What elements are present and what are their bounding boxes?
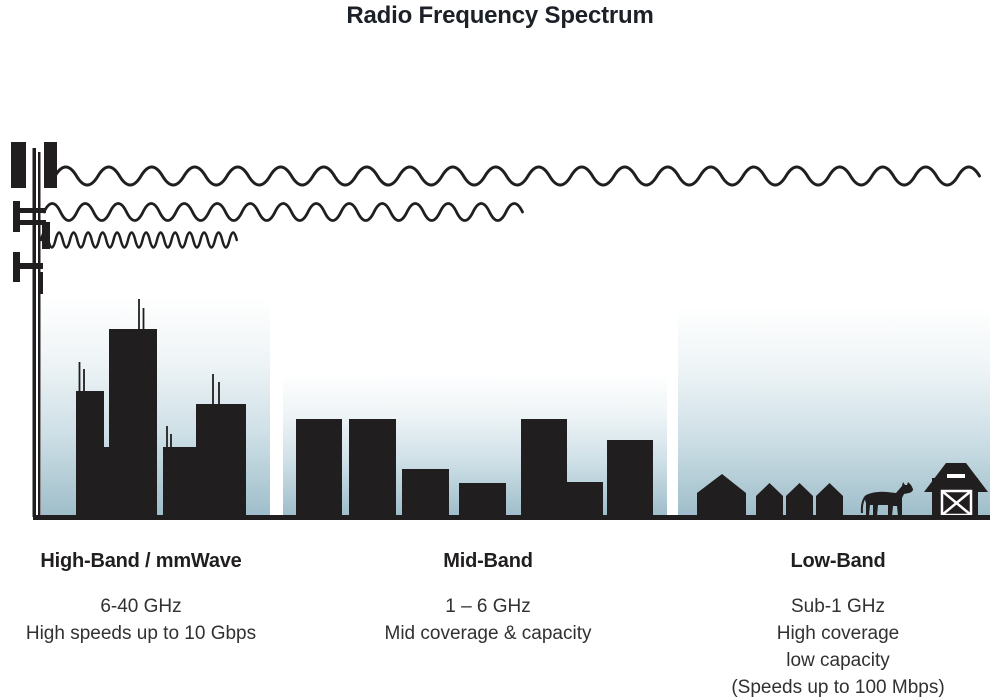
high-band-skyline-icon [76,299,246,517]
high-band-label: High-Band / mmWave 6-40 GHz High speeds … [11,550,271,647]
ground-line [33,515,990,520]
low-band-wave-icon [53,165,981,187]
house-icon [697,474,746,517]
band-description: (Speeds up to 100 Mbps) [731,677,945,698]
mid-band-skyline-icon [296,419,653,517]
house-icon [816,483,843,517]
low-band-rural-scene [697,463,988,517]
band-name: Low-Band [790,550,886,572]
mid-band-wave-icon [42,202,524,222]
band-frequency: 1 – 6 GHz [445,596,531,617]
high-band-wave-icon [39,231,238,249]
rooftop-antennas [78,299,220,447]
house-icon [756,483,783,517]
page-title: Radio Frequency Spectrum [346,2,654,29]
mid-band-label: Mid-Band 1 – 6 GHz Mid coverage & capaci… [358,550,618,647]
band-description: High speeds up to 10 Gbps [25,623,257,644]
house-icon [786,483,813,517]
band-frequency: 6-40 GHz [100,596,182,617]
band-name: High-Band / mmWave [40,550,242,572]
band-description: low capacity [786,650,890,671]
band-description: Mid coverage & capacity [384,623,592,644]
band-description: High coverage [776,623,900,644]
radio-waves [39,165,981,249]
band-frequency: Sub-1 GHz [791,596,885,617]
cow-icon [860,482,913,516]
low-band-label: Low-Band Sub-1 GHz High coverage low cap… [708,550,968,700]
cell-tower-icon [11,142,57,517]
band-name: Mid-Band [443,550,533,572]
